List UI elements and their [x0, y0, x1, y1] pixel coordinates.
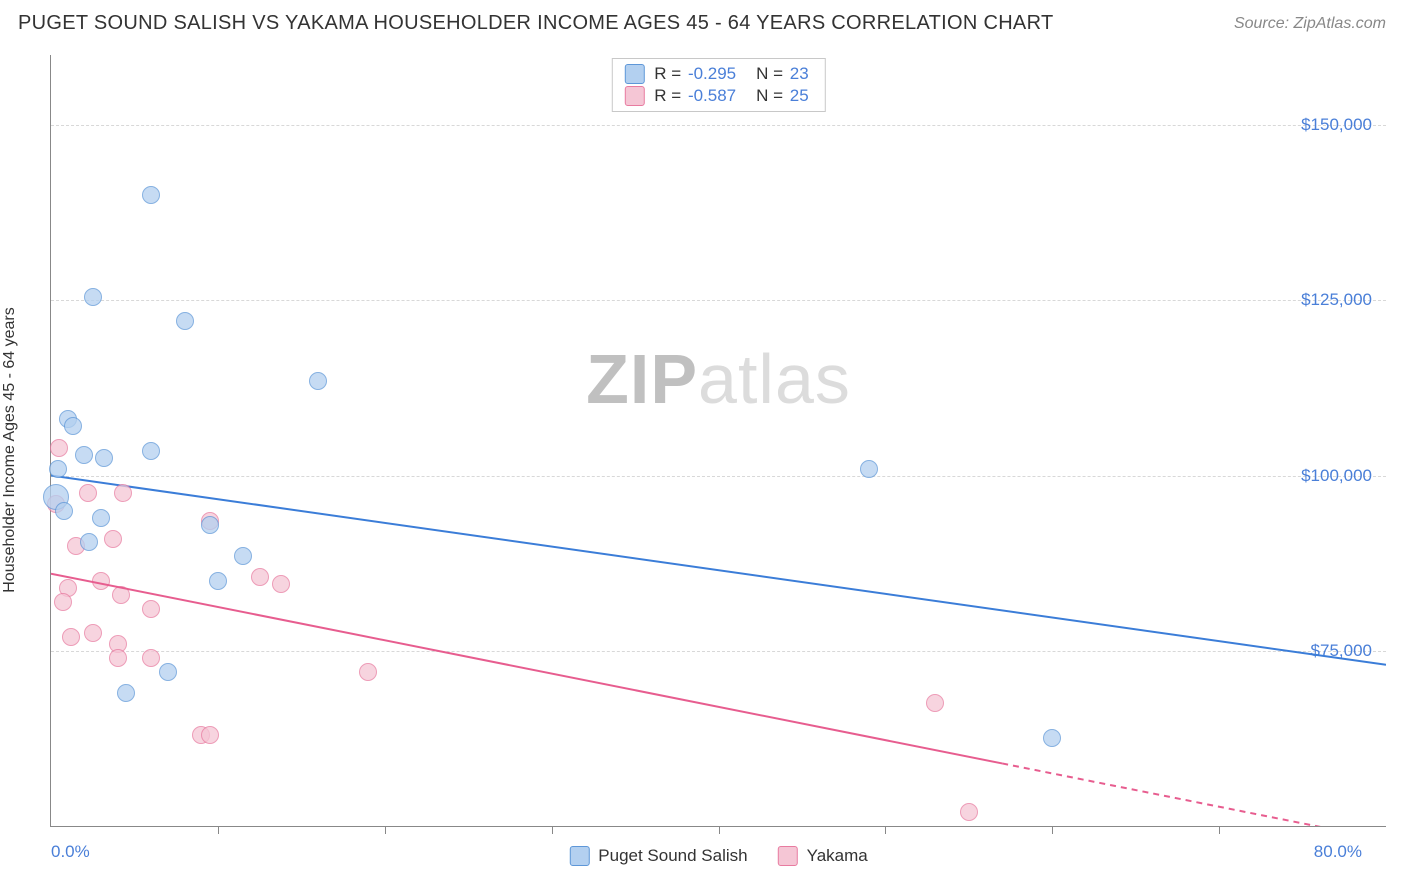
grid-line: [51, 125, 1386, 126]
source-label: Source: ZipAtlas.com: [1234, 15, 1386, 33]
data-point[interactable]: [142, 600, 160, 618]
data-point[interactable]: [960, 803, 978, 821]
legend-series: Puget Sound Salish Yakama: [569, 846, 867, 866]
x-tick: [1052, 826, 1053, 834]
x-tick: [218, 826, 219, 834]
trend-line: [51, 55, 1386, 826]
legend-swatch: [624, 64, 644, 84]
data-point[interactable]: [50, 439, 68, 457]
data-point[interactable]: [359, 663, 377, 681]
data-point[interactable]: [117, 684, 135, 702]
legend-stats-row: R = -0.295N = 23: [624, 63, 812, 85]
legend-stats: R = -0.295N = 23R = -0.587N = 25: [611, 58, 825, 112]
grid-line: [51, 476, 1386, 477]
data-point[interactable]: [95, 449, 113, 467]
data-point[interactable]: [142, 186, 160, 204]
grid-line: [51, 300, 1386, 301]
data-point[interactable]: [92, 572, 110, 590]
x-tick: [552, 826, 553, 834]
legend-label: Yakama: [807, 846, 868, 866]
data-point[interactable]: [75, 446, 93, 464]
data-point[interactable]: [142, 442, 160, 460]
y-tick-label: $150,000: [1301, 115, 1372, 135]
data-point[interactable]: [201, 516, 219, 534]
trend-line: [51, 55, 1386, 826]
x-axis-max-label: 80.0%: [1314, 842, 1362, 862]
data-point[interactable]: [79, 484, 97, 502]
data-point[interactable]: [272, 575, 290, 593]
y-axis-label: Householder Income Ages 45 - 64 years: [1, 307, 19, 593]
data-point[interactable]: [92, 509, 110, 527]
x-tick: [1219, 826, 1220, 834]
y-tick-label: $100,000: [1301, 466, 1372, 486]
data-point[interactable]: [1043, 729, 1061, 747]
y-tick-label: $125,000: [1301, 290, 1372, 310]
legend-swatch: [624, 86, 644, 106]
data-point[interactable]: [309, 372, 327, 390]
data-point[interactable]: [142, 649, 160, 667]
data-point[interactable]: [860, 460, 878, 478]
grid-line: [51, 651, 1386, 652]
x-tick: [385, 826, 386, 834]
data-point[interactable]: [104, 530, 122, 548]
data-point[interactable]: [159, 663, 177, 681]
data-point[interactable]: [234, 547, 252, 565]
data-point[interactable]: [64, 417, 82, 435]
legend-swatch: [778, 846, 798, 866]
legend-stats-row: R = -0.587N = 25: [624, 85, 812, 107]
legend-swatch: [569, 846, 589, 866]
data-point[interactable]: [209, 572, 227, 590]
page-title: PUGET SOUND SALISH VS YAKAMA HOUSEHOLDER…: [18, 12, 1053, 35]
data-point[interactable]: [251, 568, 269, 586]
data-point[interactable]: [84, 624, 102, 642]
data-point[interactable]: [109, 649, 127, 667]
data-point[interactable]: [114, 484, 132, 502]
data-point[interactable]: [112, 586, 130, 604]
data-point[interactable]: [80, 533, 98, 551]
data-point[interactable]: [201, 726, 219, 744]
data-point[interactable]: [84, 288, 102, 306]
watermark: ZIPatlas: [586, 339, 851, 419]
legend-label: Puget Sound Salish: [598, 846, 747, 866]
data-point[interactable]: [926, 694, 944, 712]
x-axis-min-label: 0.0%: [51, 842, 90, 862]
data-point[interactable]: [55, 502, 73, 520]
x-tick: [719, 826, 720, 834]
legend-series-item[interactable]: Yakama: [778, 846, 868, 866]
y-tick-label: $75,000: [1311, 641, 1372, 661]
scatter-plot: ZIPatlas R = -0.295N = 23R = -0.587N = 2…: [50, 55, 1386, 827]
data-point[interactable]: [176, 312, 194, 330]
legend-series-item[interactable]: Puget Sound Salish: [569, 846, 747, 866]
data-point[interactable]: [49, 460, 67, 478]
data-point[interactable]: [62, 628, 80, 646]
x-tick: [885, 826, 886, 834]
data-point[interactable]: [54, 593, 72, 611]
